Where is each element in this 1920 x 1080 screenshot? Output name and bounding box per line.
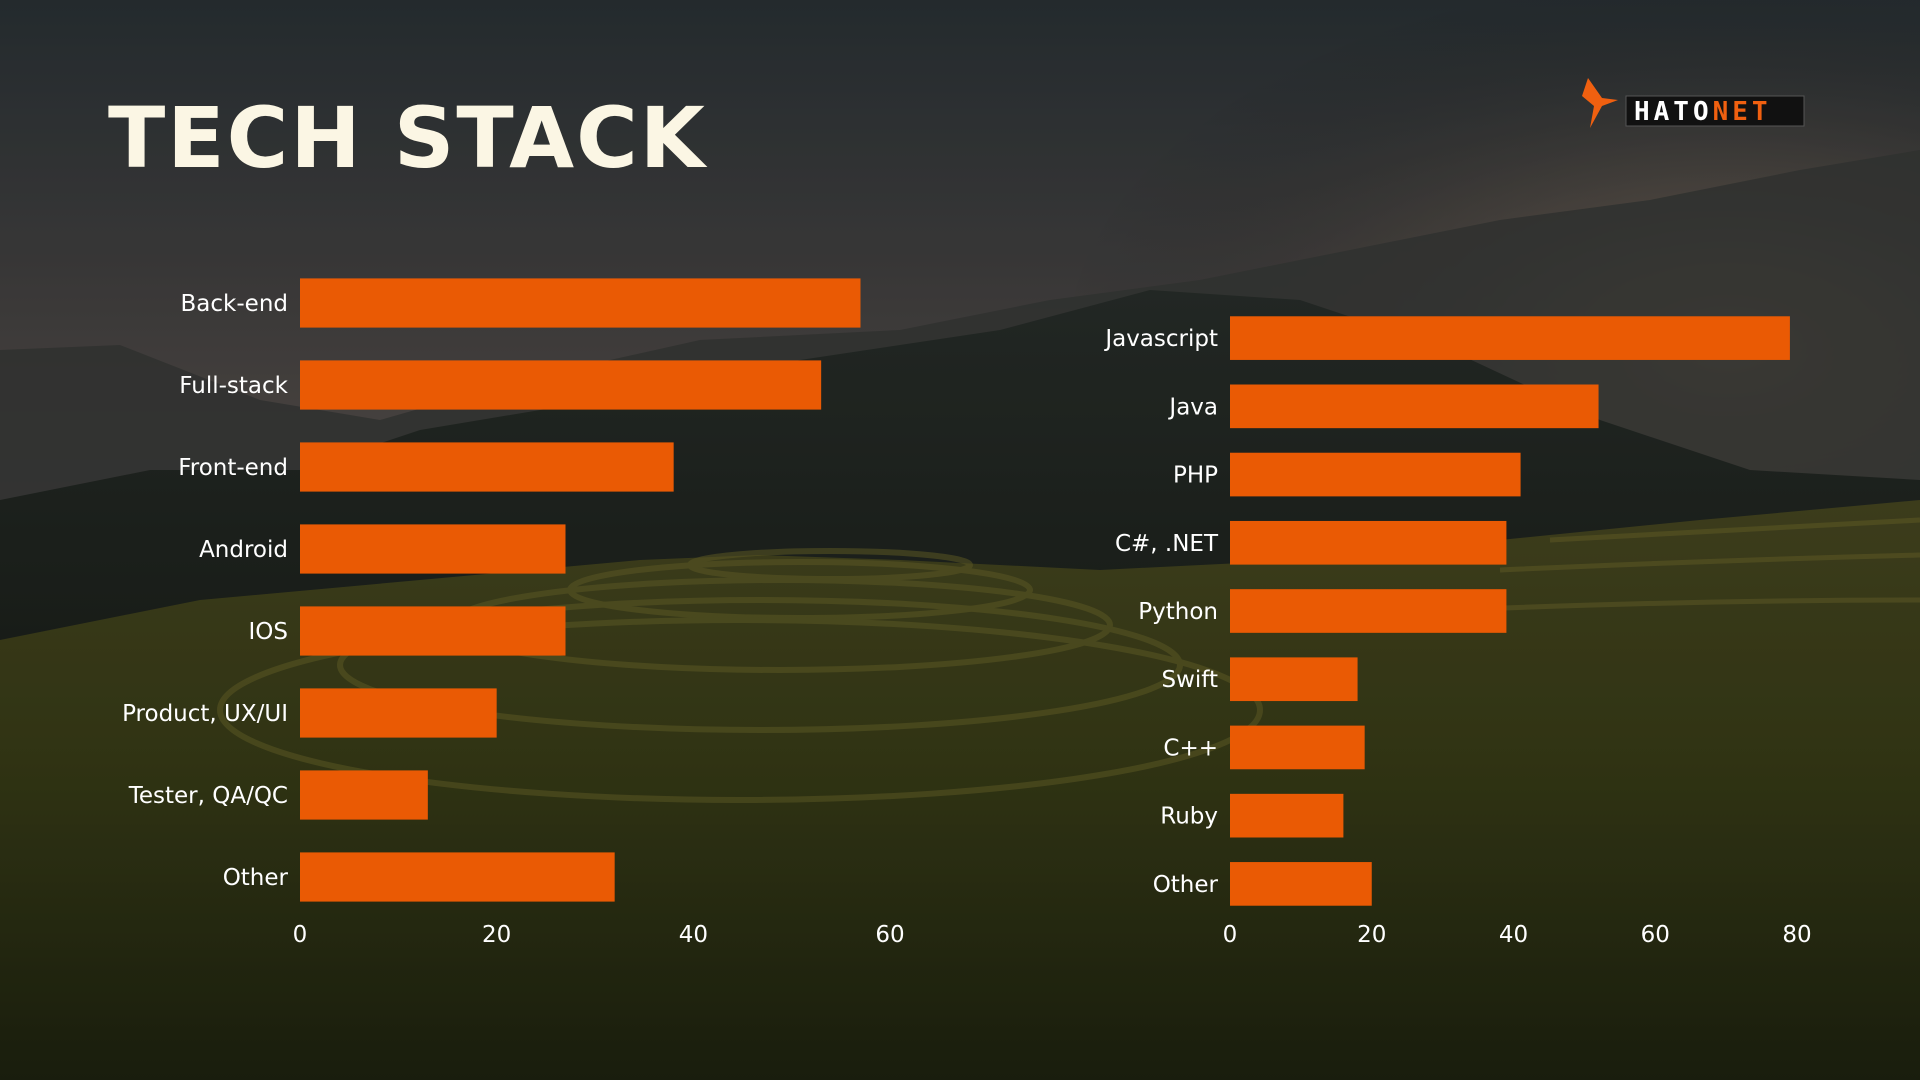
logo-text-hato: HATO [1634,97,1713,127]
bar [1230,657,1358,702]
bar [1230,452,1521,497]
category-label: Python [1138,599,1218,625]
svg-text:HATONET: HATONET [1634,97,1772,127]
bar [300,278,861,328]
tick-label: 20 [482,922,511,948]
chart-languages: Javascript Java PHP C#, .NET Python Swift C++ R… [1103,316,1812,948]
category-label: Javascript [1103,326,1218,352]
category-label: C++ [1163,735,1218,761]
category-label: Tester, QA/QC [128,783,288,809]
bird-icon [1582,78,1618,128]
bar [300,688,497,738]
tick-label: 40 [679,922,708,948]
category-label: Other [1153,872,1219,898]
category-label: Front-end [178,455,288,481]
category-label: Ruby [1160,804,1218,830]
tick-label: 60 [875,922,904,948]
bar [300,524,566,574]
bar [1230,793,1344,838]
category-label: Android [199,537,288,563]
bar [1230,316,1790,360]
category-label: Java [1167,394,1218,420]
category-label: IOS [249,619,289,645]
bar [300,442,674,492]
category-label: Other [223,865,289,891]
bar [300,360,822,410]
tick-label: 0 [293,922,308,948]
tick-label: 0 [1223,922,1238,948]
category-label: Product, UX/UI [122,701,288,727]
bar [1230,589,1507,633]
logo-text-net: NET [1713,97,1772,127]
category-label: Swift [1161,667,1218,693]
bar [1230,725,1365,770]
tick-label: 60 [1641,922,1670,948]
tick-label: 80 [1782,922,1811,948]
slide-title: TECH STACK [108,89,707,187]
bar [300,606,566,656]
category-label: C#, .NET [1115,531,1219,557]
chart-roles: Back-end Full-stack Front-end Android IOS Pro… [122,278,905,948]
tick-label: 40 [1499,922,1528,948]
bar [300,852,615,902]
bar [1230,520,1507,565]
bar [1230,862,1372,906]
category-label: PHP [1173,463,1218,489]
bar [1230,384,1599,429]
category-label: Full-stack [179,373,288,399]
hatonet-logo: HATONET [1582,78,1805,128]
tick-label: 20 [1357,922,1386,948]
bar [300,770,428,820]
category-label: Back-end [181,291,288,317]
